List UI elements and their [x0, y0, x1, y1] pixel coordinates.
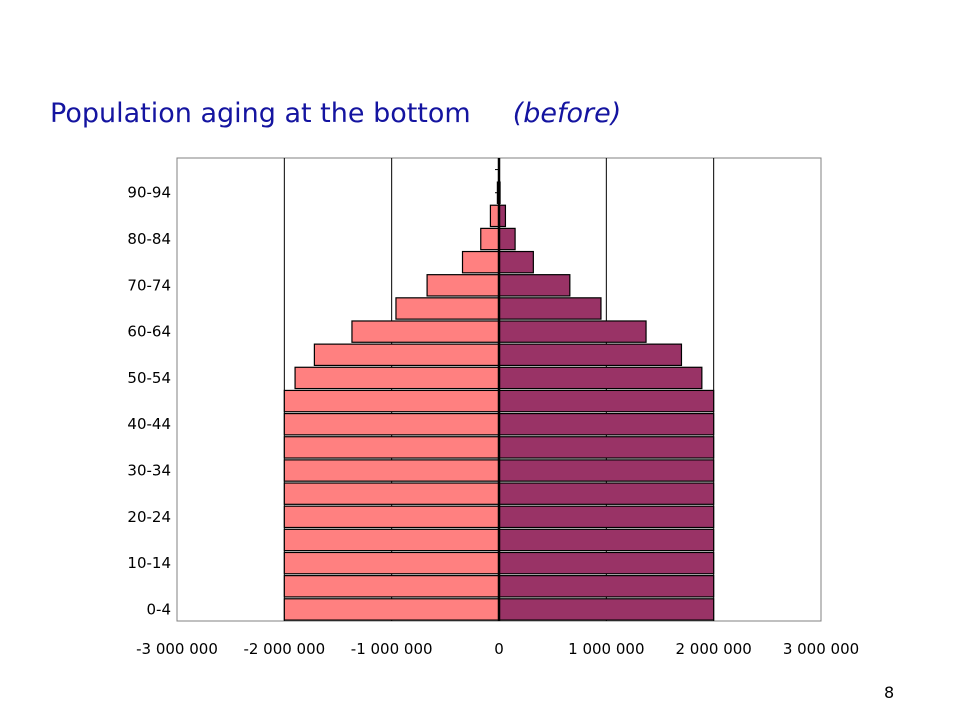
y-tick-label: 10-14	[127, 554, 171, 572]
subtitle-text: (before)	[512, 98, 622, 129]
bar-left-20-24	[283, 505, 500, 529]
bar-left-0-4	[283, 598, 500, 621]
bar-left-30-34	[283, 459, 500, 482]
y-tick-label: 70-74	[127, 276, 171, 294]
x-tick-label: -2 000 000	[243, 640, 325, 658]
bar-right-25-29	[498, 482, 715, 505]
bar-left-40-44	[283, 412, 500, 436]
bar-left-70-74	[426, 274, 500, 297]
y-tick-label: 40-44	[127, 415, 171, 433]
bar-right-20-24	[498, 505, 715, 529]
bar-right-65-69	[498, 297, 602, 320]
bar-left-50-54	[294, 366, 500, 390]
y-tick-label: 30-34	[127, 462, 171, 480]
bar-right-75-79	[498, 250, 534, 274]
bar-right-0-4	[498, 598, 715, 621]
bar-right-80-84	[498, 227, 516, 251]
x-tick-label: 2 000 000	[675, 640, 751, 658]
bar-left-15-19	[283, 528, 500, 552]
bar-right-70-74	[498, 274, 571, 297]
bar-right-15-19	[498, 528, 715, 552]
title-text: Population aging at the bottom	[50, 98, 471, 129]
x-tick-label: 0	[494, 640, 504, 658]
bar-left-45-49	[283, 389, 500, 413]
bar-left-55-59	[313, 343, 500, 367]
bar-right-35-39	[498, 436, 715, 459]
x-tick-label: -1 000 000	[351, 640, 433, 658]
y-tick-label: 90-94	[127, 184, 171, 202]
x-tick-label: 1 000 000	[568, 640, 644, 658]
bar-right-30-34	[498, 459, 715, 482]
bar-left-60-64	[351, 320, 500, 343]
x-tick-label: -3 000 000	[136, 640, 218, 658]
page-number: 8	[884, 683, 895, 702]
bar-left-10-14	[283, 551, 500, 575]
bar-left-65-69	[395, 297, 500, 320]
bar-right-50-54	[498, 366, 703, 390]
bar-left-75-79	[461, 250, 500, 274]
bar-left-25-29	[283, 482, 500, 505]
y-tick-label: 50-54	[127, 369, 171, 387]
bar-left-85-89	[489, 204, 500, 228]
x-tick-label: 3 000 000	[783, 640, 859, 658]
bar-right-5-9	[498, 575, 715, 598]
y-tick-label: 0-4	[147, 600, 172, 618]
y-tick-label: 60-64	[127, 323, 171, 341]
y-tick-label: 20-24	[127, 508, 171, 526]
bar-right-10-14	[498, 551, 715, 575]
y-tick-label: 80-84	[127, 230, 171, 248]
bar-right-45-49	[498, 389, 715, 413]
bar-right-40-44	[498, 412, 715, 436]
bar-left-80-84	[480, 227, 500, 251]
bar-left-35-39	[283, 436, 500, 459]
slide-title: Population aging at the bottom (before)	[50, 98, 621, 129]
bar-right-55-59	[498, 343, 683, 367]
bar-left-5-9	[283, 575, 500, 598]
bar-right-60-64	[498, 320, 647, 343]
